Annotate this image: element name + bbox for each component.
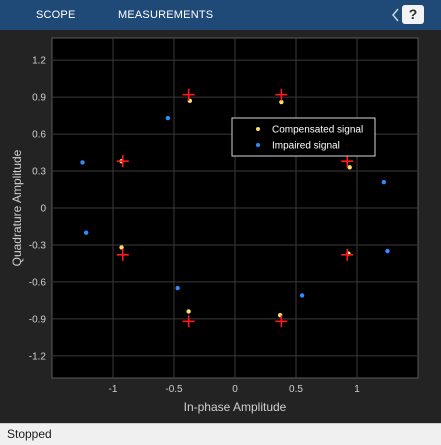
compensated-point <box>347 165 352 170</box>
y-axis-label: Quadrature Amplitude <box>10 149 24 266</box>
legend-impaired-marker <box>256 143 260 147</box>
legend-box <box>231 117 376 157</box>
data-points <box>80 88 390 328</box>
y-tick-label: 0 <box>40 204 46 215</box>
impaired-point <box>385 248 390 254</box>
y-tick-label: 0.6 <box>32 130 46 141</box>
impaired-point <box>299 293 305 298</box>
reference-plus-marker <box>275 315 288 328</box>
status-bar: Stopped <box>0 423 441 445</box>
y-tick-labels: 1.2 0.9 0.6 0.3 0 -0.3 -0.6 -0.9 -1.2 <box>29 56 47 363</box>
reference-plus-marker <box>182 315 195 328</box>
reference-plus-marker <box>341 248 354 261</box>
reference-plus-marker <box>275 88 288 101</box>
tab-measurements[interactable]: MEASUREMENTS <box>118 9 214 21</box>
y-tick-label: -1.2 <box>29 351 47 362</box>
x-tick-label: -0.5 <box>165 384 183 395</box>
impaired-point <box>83 230 89 235</box>
grid-lines <box>52 38 418 378</box>
y-tick-label: 0.3 <box>32 167 46 178</box>
status-text: Stopped <box>7 427 52 441</box>
x-tick-label: 1 <box>354 384 360 395</box>
collapse-toolstrip-icon[interactable] <box>390 6 401 24</box>
help-button[interactable]: ? <box>402 5 424 24</box>
legend-compensated-label: Compensated signal <box>272 125 363 136</box>
legend-impaired-label: Impaired signal <box>272 141 340 152</box>
y-tick-label: -0.6 <box>29 277 47 288</box>
tab-scope[interactable]: SCOPE <box>36 9 76 21</box>
compensated-point <box>186 309 191 314</box>
impaired-point <box>165 115 171 121</box>
legend[interactable]: Compensated signal Impaired signal <box>231 117 376 157</box>
compensated-point <box>279 99 284 105</box>
impaired-point <box>381 179 387 185</box>
x-tick-label: -1 <box>109 384 118 395</box>
reference-plus-marker <box>116 155 129 168</box>
compensated-point <box>119 245 124 250</box>
reference-plus-marker <box>182 88 195 101</box>
legend-compensated-marker <box>256 127 260 131</box>
y-tick-label: 0.9 <box>32 93 46 104</box>
x-tick-label: 0.5 <box>289 384 303 395</box>
y-tick-label: 1.2 <box>32 56 46 67</box>
reference-plus-marker <box>116 248 129 261</box>
constellation-plot: -1 -0.5 0 0.5 1 1.2 0.9 0.6 0.3 0 -0.3 -0.6 -0.9 -1.… <box>10 37 419 414</box>
x-tick-labels: -1 -0.5 0 0.5 1 <box>109 384 361 395</box>
x-axis-label: In-phase Amplitude <box>184 400 287 414</box>
reference-plus-marker <box>341 155 354 168</box>
y-tick-label: -0.9 <box>29 314 47 325</box>
impaired-point <box>175 285 180 291</box>
y-tick-label: -0.3 <box>29 240 47 251</box>
toolstrip: SCOPE MEASUREMENTS ? <box>0 0 441 30</box>
x-tick-label: 0 <box>232 384 238 395</box>
impaired-point <box>80 160 85 165</box>
